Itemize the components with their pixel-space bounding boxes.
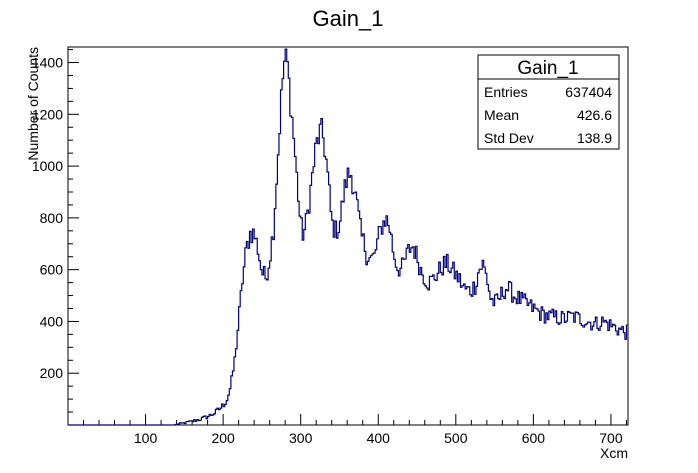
- y-tick-label: 1400: [32, 55, 63, 71]
- stats-mean-value: 426.6: [577, 107, 612, 123]
- stats-stddev-label: Std Dev: [484, 130, 534, 146]
- y-axis-title: Number of Counts: [25, 47, 41, 161]
- y-axis-ticks: 200 400 600 800 1000 1200 1400: [32, 55, 79, 381]
- y-tick-label: 400: [40, 313, 64, 329]
- stats-title: Gain_1: [517, 58, 578, 79]
- x-axis-ticks: 100 200 300 400 500 600 700: [134, 414, 623, 446]
- stats-box: Gain_1 Entries 637404 Mean 426.6 Std Dev…: [477, 54, 620, 150]
- y-tick-label: 1000: [32, 158, 63, 174]
- y-tick-label: 600: [40, 262, 64, 278]
- x-tick-label: 600: [522, 430, 546, 446]
- stats-entries-value: 637404: [565, 84, 612, 100]
- x-tick-label: 400: [367, 430, 391, 446]
- x-axis-title: Xcm: [600, 445, 628, 461]
- x-tick-label: 700: [599, 430, 623, 446]
- y-tick-label: 800: [40, 210, 64, 226]
- chart-title: Gain_1: [313, 6, 384, 31]
- x-tick-label: 200: [211, 430, 235, 446]
- stats-stddev-value: 138.9: [577, 130, 612, 146]
- y-tick-label: 1200: [32, 106, 63, 122]
- x-tick-label: 500: [444, 430, 468, 446]
- stats-mean-label: Mean: [484, 107, 519, 123]
- x-tick-label: 100: [134, 430, 158, 446]
- x-tick-label: 300: [289, 430, 313, 446]
- histogram-line: [68, 48, 628, 426]
- y-tick-label: 200: [40, 365, 64, 381]
- stats-entries-label: Entries: [484, 84, 528, 100]
